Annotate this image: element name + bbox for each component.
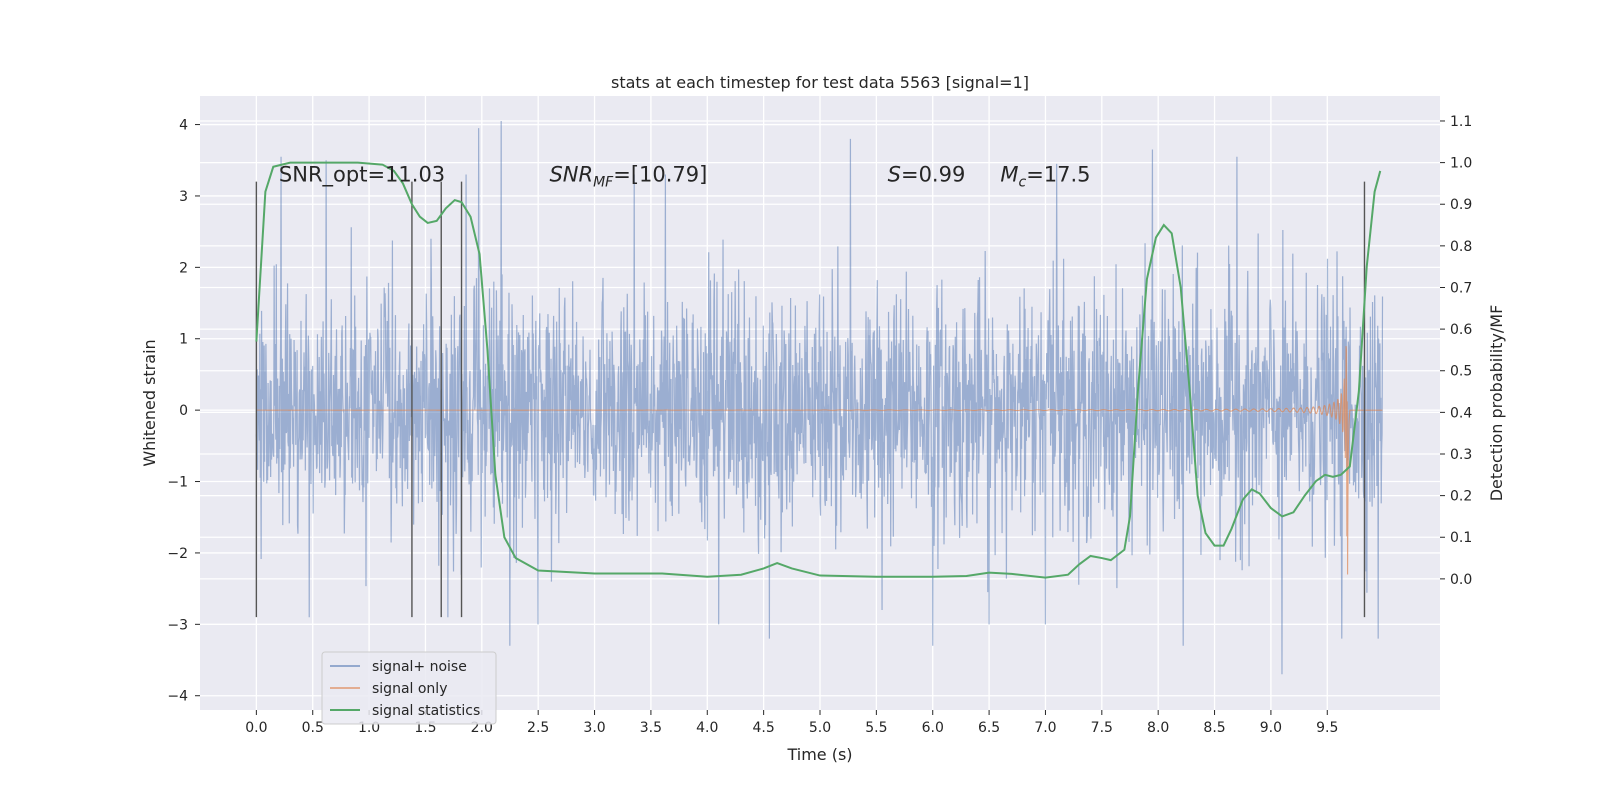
vertical-markers [255,181,1366,618]
chart-title: stats at each timestep for test data 556… [611,73,1029,92]
y-axis-right-ticks: 1.1 1.0 0.9 0.8 0.7 0.6 0.5 0.4 0.3 0.2 0.1 0.0 [1440,114,1472,588]
y-axis-right-label: Detection probability/MF [1487,305,1506,502]
legend: signal+ noise signal only signal statistic… [321,651,497,725]
statistics-line [255,161,1382,579]
y-left-tick-label: −2 [167,546,188,562]
y-right-tick-label: 0.8 [1450,239,1472,255]
legend-box [321,651,497,725]
x-tick-label: 2.5 [527,720,549,736]
x-tick-label: 9.0 [1260,720,1282,736]
x-tick-label: 8.0 [1147,720,1169,736]
y-axis-left-label: Whitened strain [140,339,159,466]
y-left-tick-label: 0 [179,403,188,419]
series-signal-statistics [255,161,1382,579]
x-tick-label: 8.5 [1203,720,1225,736]
legend-label: signal+ noise [372,659,467,675]
y-left-tick-label: 4 [179,118,188,134]
chirp-line [256,345,1383,575]
x-tick-label: 6.5 [978,720,1000,736]
annotation-text: Mc=17.5 [1000,163,1090,191]
x-tick-label: 3.5 [640,720,662,736]
y-left-tick-label: 1 [179,332,188,348]
x-tick-label: 0.5 [302,720,324,736]
x-tick-label: 0.0 [245,720,267,736]
x-tick-label: 6.0 [922,720,944,736]
legend-label: signal statistics [372,703,480,719]
legend-label: signal only [372,681,447,697]
x-axis-label: Time (s) [786,745,852,764]
annotation-text: SNRMF=[10.79] [549,163,707,191]
x-axis-ticks: 0.0 0.5 1.0 1.5 2.0 2.5 3.0 3.5 4.0 4.5 5.0 5.5 6.0 6… [245,710,1338,736]
y-right-tick-label: 1.0 [1450,156,1472,172]
y-left-tick-label: 3 [179,189,188,205]
annotations: SNR_opt=11.03 SNRMF=[10.79] S=0.99 Mc=17.5 [279,163,1091,191]
x-tick-label: 7.0 [1034,720,1056,736]
series-signal-only [256,345,1383,575]
y-right-tick-label: 0.9 [1450,197,1472,213]
y-left-tick-label: 2 [179,260,188,276]
y-right-tick-label: 0.7 [1450,280,1472,296]
y-right-tick-label: 0.0 [1450,572,1472,588]
x-tick-label: 5.5 [865,720,887,736]
y-left-tick-label: −4 [167,689,188,705]
noise-line [255,120,1384,675]
y-right-tick-label: 0.6 [1450,322,1472,338]
y-right-tick-label: 0.4 [1450,405,1472,421]
x-tick-label: 9.5 [1316,720,1338,736]
annotation-text: SNR_opt=11.03 [279,163,445,188]
y-left-tick-label: −3 [167,617,188,633]
y-right-tick-label: 0.2 [1450,489,1472,505]
x-tick-label: 5.0 [809,720,831,736]
x-tick-label: 4.0 [696,720,718,736]
grid [200,96,1440,710]
series-signal-plus-noise [255,120,1384,675]
x-tick-label: 7.5 [1091,720,1113,736]
x-tick-label: 4.5 [753,720,775,736]
annotation-text: S=0.99 [888,163,966,187]
x-tick-label: 3.0 [583,720,605,736]
y-right-tick-label: 0.3 [1450,447,1472,463]
y-axis-left-ticks: 4 3 2 1 0 −1 −2 −3 −4 [167,118,200,705]
y-right-tick-label: 0.1 [1450,530,1472,546]
y-right-tick-label: 1.1 [1450,114,1472,130]
y-left-tick-label: −1 [167,475,188,491]
y-right-tick-label: 0.5 [1450,364,1472,380]
